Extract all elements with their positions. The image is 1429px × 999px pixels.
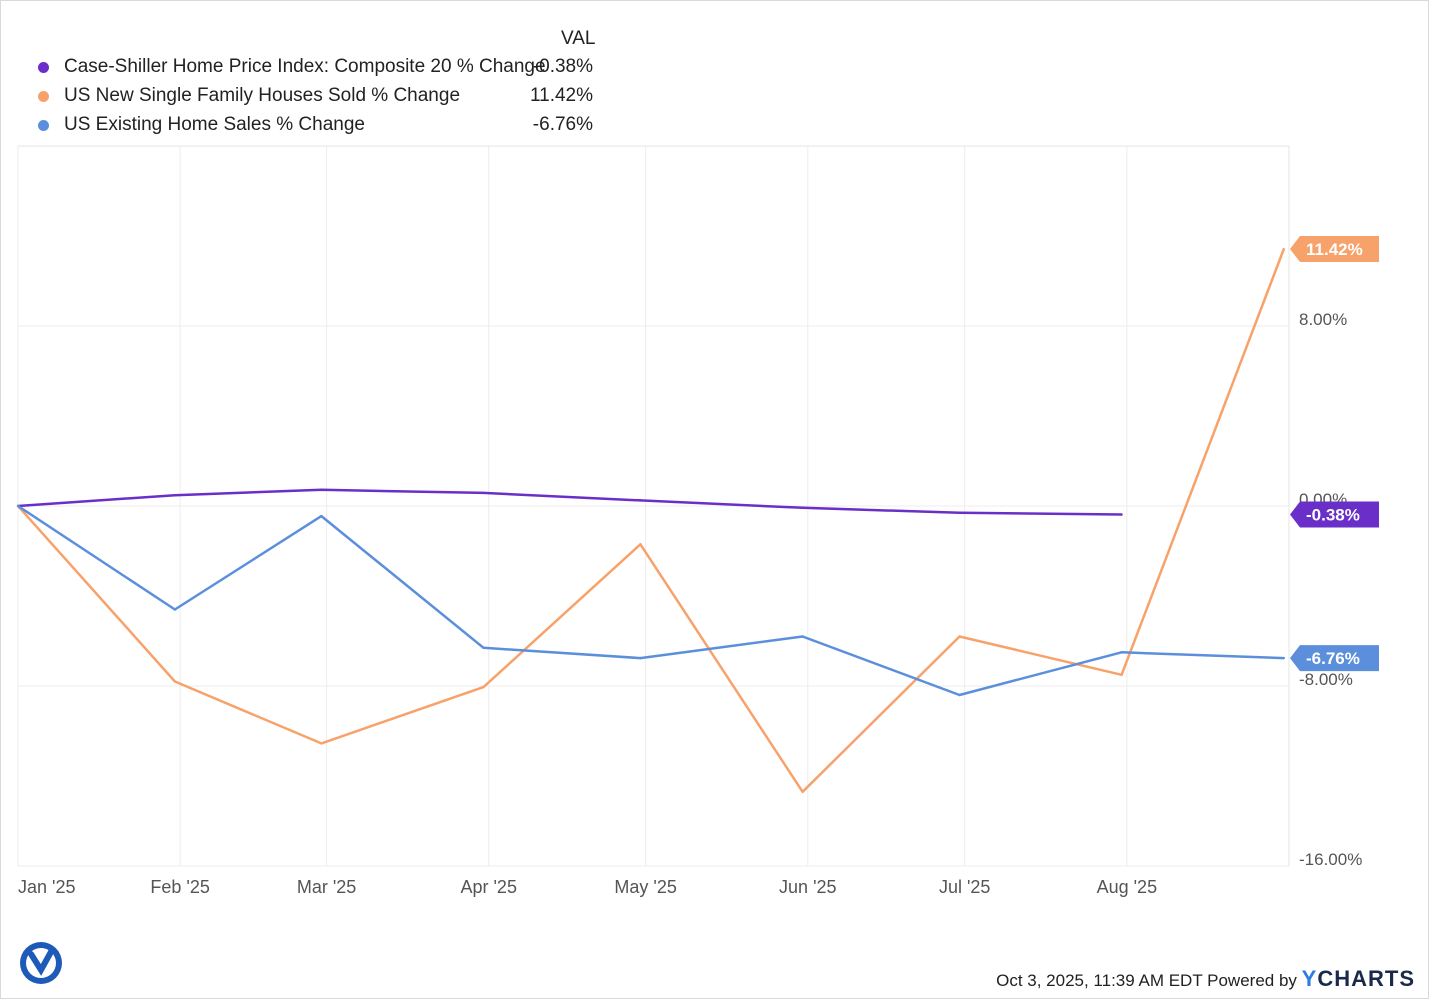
series-point bbox=[1282, 247, 1285, 251]
legend-item-value: -0.38% bbox=[532, 56, 593, 77]
end-label-text: 11.42% bbox=[1306, 240, 1363, 259]
x-tick-label: Apr '25 bbox=[460, 877, 516, 897]
series-point bbox=[639, 543, 642, 546]
end-label-flag bbox=[1290, 236, 1379, 263]
legend-value-header: VAL bbox=[561, 28, 596, 49]
series-point bbox=[639, 656, 642, 660]
series-point bbox=[16, 504, 20, 508]
end-labels: -0.38% 11.42% -6.76% bbox=[1290, 236, 1379, 672]
y-tick-label: -16.00% bbox=[1299, 850, 1362, 869]
legend-item-name: Case-Shiller Home Price Index: Composite… bbox=[64, 56, 546, 77]
legend-item-value: -6.76% bbox=[532, 114, 593, 135]
x-tick-label: Jan '25 bbox=[18, 877, 75, 897]
x-tick-label: Feb '25 bbox=[150, 877, 209, 897]
x-tick-label: Aug '25 bbox=[1097, 877, 1158, 897]
series-point bbox=[482, 685, 485, 689]
series-point bbox=[173, 608, 177, 611]
series-point bbox=[320, 514, 323, 518]
series-point bbox=[320, 742, 323, 745]
legend-dot-icon bbox=[38, 120, 49, 131]
end-label-flag bbox=[1290, 501, 1379, 528]
series-point bbox=[958, 693, 961, 697]
ycharts-logo-icon bbox=[18, 940, 64, 986]
legend-item-name: US Existing Home Sales % Change bbox=[64, 114, 365, 135]
series-point bbox=[1282, 656, 1285, 660]
end-label-flag bbox=[1290, 645, 1379, 672]
series-point bbox=[801, 790, 804, 793]
series-point bbox=[958, 635, 961, 638]
series-point bbox=[958, 511, 961, 514]
series-point bbox=[482, 491, 485, 495]
series-line[interactable] bbox=[17, 488, 1122, 516]
series-point bbox=[801, 506, 804, 509]
y-tick-label: 8.00% bbox=[1299, 310, 1347, 329]
legend-item-value: 11.42% bbox=[529, 85, 593, 106]
x-tick-label: Mar '25 bbox=[297, 877, 356, 897]
series-point bbox=[801, 635, 804, 638]
ycharts-brand[interactable]: YCHARTS bbox=[1302, 966, 1415, 991]
ycharts-brand-y: Y bbox=[1301, 966, 1318, 991]
x-tick-label: Jun '25 bbox=[779, 877, 836, 897]
series-lines bbox=[16, 247, 1285, 794]
grid-lines bbox=[17, 145, 1290, 867]
series-point bbox=[173, 680, 177, 683]
series-point bbox=[173, 494, 177, 497]
ycharts-brand-rest: CHARTS bbox=[1317, 966, 1415, 991]
x-tick-label: May '25 bbox=[614, 877, 676, 897]
end-label-text: -6.76% bbox=[1306, 649, 1360, 668]
series-point bbox=[1120, 513, 1123, 516]
series-point bbox=[639, 499, 642, 502]
legend-dot-icon bbox=[38, 62, 49, 73]
axes: Jan '25 Feb '25 Mar '25 Apr '25 May '25 Jun '… bbox=[18, 310, 1362, 897]
footer-timestamp: Oct 3, 2025, 11:39 AM EDT Powered by bbox=[996, 971, 1297, 990]
series-point bbox=[1120, 673, 1123, 676]
legend-dot-icon bbox=[38, 91, 49, 102]
series-line[interactable] bbox=[17, 504, 1284, 697]
y-tick-label: -8.00% bbox=[1299, 670, 1353, 689]
x-tick-label: Jul '25 bbox=[939, 877, 990, 897]
series-line[interactable] bbox=[17, 248, 1285, 794]
legend-item-name: US New Single Family Houses Sold % Chang… bbox=[64, 85, 461, 106]
end-label-text: -0.38% bbox=[1306, 506, 1360, 525]
series-point bbox=[1120, 651, 1123, 654]
series-point bbox=[482, 646, 485, 649]
footer-attribution: Oct 3, 2025, 11:39 AM EDT Powered by YCH… bbox=[996, 966, 1415, 992]
series-point bbox=[320, 488, 323, 491]
